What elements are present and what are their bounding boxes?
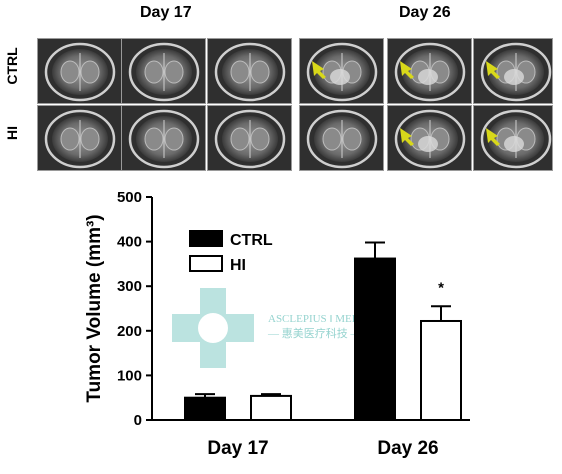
bar-ctrl-day-26 (354, 257, 396, 421)
cross-shape (172, 288, 254, 368)
mri-panel-r2-c5 (387, 105, 472, 171)
mri-panel-r1-c4 (299, 38, 384, 104)
bar-hi-day-17 (250, 394, 292, 421)
watermark-logo (172, 288, 254, 373)
watermark-line1: ASCLEPIUS (268, 313, 327, 325)
y-tick-label-200: 200 (117, 323, 142, 340)
mri-panel-r1-c5 (387, 38, 472, 104)
mri-panel-r2-c3 (207, 105, 292, 171)
tumor-arrow-icon (400, 61, 414, 79)
tumor-arrow-icon (312, 61, 326, 79)
tumor-arrow-icon (400, 128, 414, 146)
tumor-arrow-icon (486, 128, 500, 146)
mri-panel-r2-c6 (473, 105, 553, 171)
x-category-label-0: Day 17 (207, 438, 268, 459)
day26-column-label: Day 26 (399, 4, 451, 21)
y-tick-label-0: 0 (134, 412, 142, 429)
mri-panel-r1-c3 (207, 38, 292, 104)
mri-panel-r1-c1 (37, 38, 122, 104)
legend-label-ctrl: CTRL (230, 232, 273, 249)
ctrl-row-label: CTRL (4, 47, 20, 85)
bar-hi-day-26 (420, 319, 462, 422)
hi-row-label: HI (4, 126, 20, 140)
legend-label-hi: HI (230, 257, 246, 274)
bar-ctrl-day-17 (184, 396, 226, 421)
tumor-volume-chart: 0 100 200 300 400 500 Tumor Volume (mm³) Day 17… (84, 189, 470, 459)
mri-panel-r2-c4 (299, 105, 384, 171)
y-axis-title: Tumor Volume (mm³) (84, 214, 105, 402)
mri-panel-r2-c1 (37, 105, 122, 171)
y-tick-label-100: 100 (117, 367, 142, 384)
mri-panel-r2-c2 (121, 105, 206, 171)
mri-panel-r1-c6 (473, 38, 553, 104)
y-tick-label-500: 500 (117, 189, 142, 206)
legend-swatch-ctrl (189, 230, 223, 247)
logo-circle (198, 313, 228, 343)
y-tick-label-400: 400 (117, 234, 142, 251)
watermark-line3: — 惠美医疗科技 — (268, 328, 362, 340)
day17-column-label: Day 17 (140, 4, 192, 21)
y-tick-label-300: 300 (117, 278, 142, 295)
mri-panel-r1-c2 (121, 38, 206, 104)
significance-mark-0: * (438, 279, 444, 296)
watermark-separator: ‖ (329, 313, 336, 325)
x-category-label-1: Day 26 (377, 438, 438, 459)
legend-swatch-hi (189, 255, 223, 272)
tumor-arrow-icon (486, 61, 500, 79)
